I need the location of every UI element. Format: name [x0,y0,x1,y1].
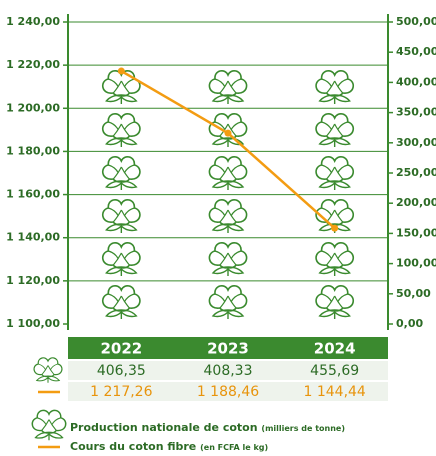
legend-label: Production nationale de coton [70,421,258,434]
y2-tick-label: 200,00 [396,196,436,209]
line-point [117,67,125,75]
cotton-icon [208,155,248,191]
y-tick-label: 1 240,00 [6,15,60,28]
cotton-icon [101,155,141,191]
line-point [224,129,232,137]
x-tick-label: 2024 [314,340,356,358]
cotton-icon [208,69,248,105]
cotton-icon [315,112,355,148]
cotton-icon [315,155,355,191]
value-label: 1 188,46 [197,384,259,400]
value-label: 455,69 [310,363,359,379]
cotton-icon [315,284,355,320]
cotton-icon [101,112,141,148]
value-label: 1 217,26 [90,384,152,400]
table-header [68,337,388,359]
y2-tick-label: 500,00 [396,15,436,28]
value-label: 406,35 [97,363,146,379]
value-label: 408,33 [204,363,253,379]
y2-tick-label: 50,00 [396,287,431,300]
legend-unit: (en FCFA le kg) [200,443,268,452]
table-row [68,361,388,380]
y-tick-label: 1 140,00 [6,231,60,244]
y2-tick-label: 150,00 [396,226,436,239]
legend-label: Cours du coton fibre [70,440,196,453]
line-point [331,224,339,232]
y-tick-label: 1 100,00 [6,317,60,330]
y2-tick-label: 450,00 [396,45,436,58]
value-label: 1 144,44 [303,384,365,400]
cotton-icon [101,284,141,320]
y2-tick-label: 100,00 [396,257,436,270]
y-tick-label: 1 220,00 [6,58,60,71]
legend-entry: Cours du coton fibre (en FCFA le kg) [70,440,268,453]
y2-tick-label: 250,00 [396,166,436,179]
table-icon [33,357,63,384]
y2-tick-label: 0,00 [396,317,423,330]
y-tick-label: 1 160,00 [6,188,60,201]
y2-tick-label: 300,00 [396,136,436,149]
y2-tick-label: 350,00 [396,106,436,119]
cotton-icon [101,69,141,105]
legend: Production nationale de coton (milliers … [31,409,345,453]
y-tick-label: 1 120,00 [6,274,60,287]
cotton-icon [101,198,141,234]
legend-entry: Production nationale de coton (milliers … [70,421,345,434]
cotton-icon [101,241,141,277]
cotton-icon [208,284,248,320]
legend-unit: (milliers de tonne) [261,424,345,433]
cotton-icon [315,241,355,277]
legend-icon [31,409,67,442]
cotton-icon [208,241,248,277]
x-tick-label: 2023 [207,340,249,358]
cotton-icon [315,69,355,105]
y-tick-label: 1 180,00 [6,144,60,157]
x-tick-label: 2022 [100,340,142,358]
y2-tick-label: 400,00 [396,75,436,88]
table-row [68,382,388,401]
y-tick-label: 1 200,00 [6,101,60,114]
cotton-icon [208,198,248,234]
